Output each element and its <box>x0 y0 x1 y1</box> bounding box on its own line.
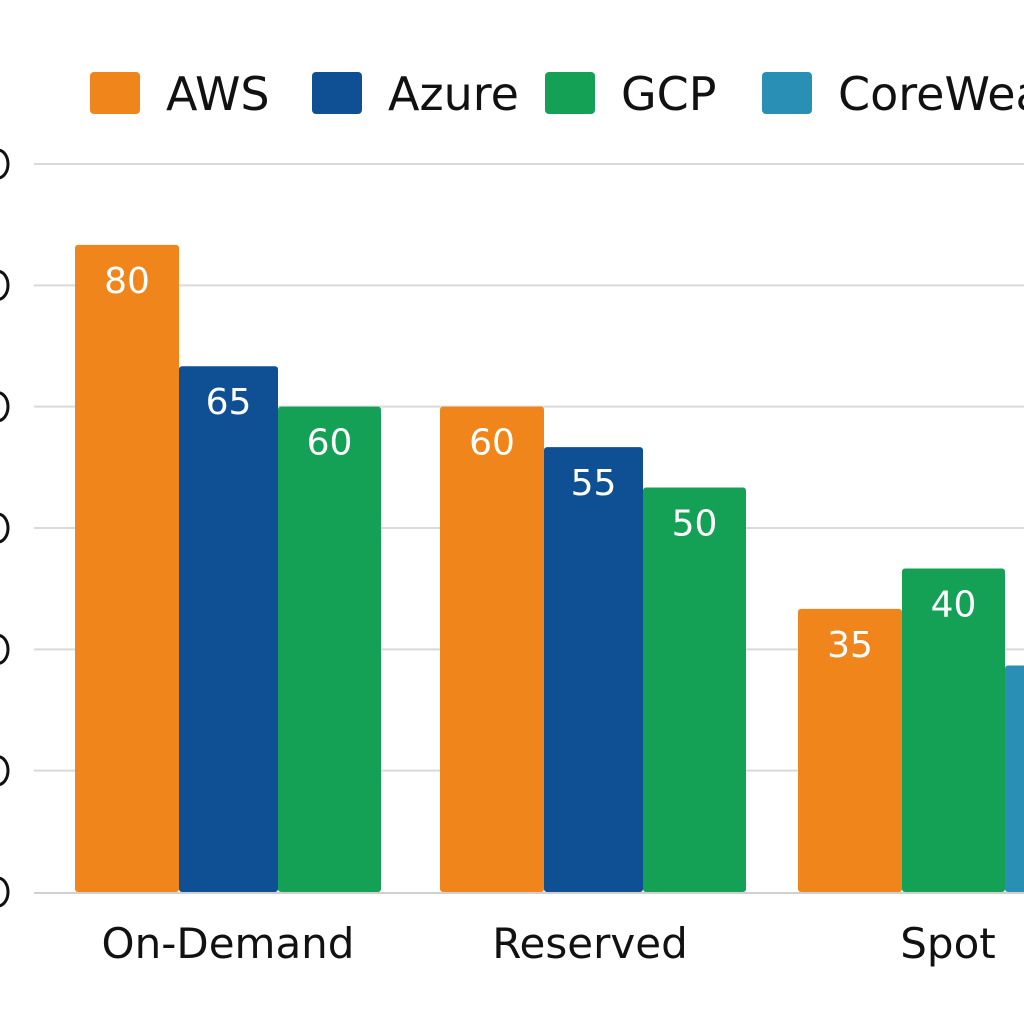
y-axis-ticks <box>0 148 10 908</box>
bar <box>179 366 278 892</box>
bar-value-label: 40 <box>931 584 977 625</box>
y-tick-mark <box>0 876 10 908</box>
bar-value-label: 65 <box>206 382 252 423</box>
bar-value-labels: 80 65 60 60 55 50 35 40 <box>104 261 976 666</box>
bar-value-label: 35 <box>827 625 873 666</box>
y-tick-mark <box>0 270 10 301</box>
y-tick-mark <box>0 512 10 544</box>
legend-label: CoreWeave <box>838 67 1024 121</box>
bar <box>544 447 643 892</box>
legend-label: Azure <box>388 67 519 121</box>
y-tick-mark <box>0 391 10 422</box>
bars <box>75 244 1024 892</box>
bar <box>643 487 746 892</box>
legend-label: GCP <box>621 67 717 121</box>
bar <box>75 244 179 892</box>
bar <box>902 568 1005 892</box>
y-tick-mark <box>0 148 10 180</box>
category-label: Spot <box>900 919 995 968</box>
bar <box>278 406 381 892</box>
bar-value-label: 60 <box>469 423 515 464</box>
bar <box>798 608 902 892</box>
bar-value-label: 80 <box>104 261 150 302</box>
legend-swatch <box>312 72 362 114</box>
bar <box>1005 665 1024 892</box>
bar <box>440 406 544 892</box>
legend-swatch <box>90 72 140 114</box>
legend-swatch <box>545 72 595 114</box>
y-tick-mark <box>0 634 10 665</box>
category-label: On-Demand <box>102 919 355 968</box>
bar-value-label: 55 <box>571 463 617 504</box>
legend-label: AWS <box>166 67 270 121</box>
category-labels: On-Demand Reserved Spot <box>102 919 996 968</box>
legend: AWS Azure GCP CoreWeave <box>90 67 1024 121</box>
bar-value-label: 50 <box>672 504 718 545</box>
category-label: Reserved <box>492 919 687 968</box>
bar-value-label: 60 <box>307 423 353 464</box>
y-tick-mark <box>0 755 10 786</box>
legend-swatch <box>762 72 812 114</box>
